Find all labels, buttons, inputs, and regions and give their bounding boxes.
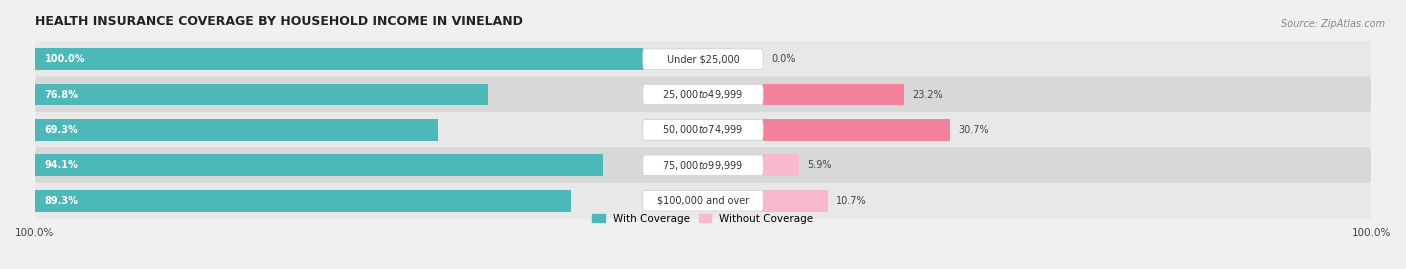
Bar: [35, 84, 488, 105]
Text: $50,000 to $74,999: $50,000 to $74,999: [662, 123, 744, 136]
Bar: [35, 119, 437, 141]
FancyBboxPatch shape: [643, 84, 763, 105]
Text: 5.9%: 5.9%: [807, 160, 831, 170]
Text: 30.7%: 30.7%: [957, 125, 988, 135]
Text: $100,000 and over: $100,000 and over: [657, 196, 749, 206]
FancyBboxPatch shape: [643, 120, 763, 140]
FancyBboxPatch shape: [35, 76, 1371, 112]
Bar: [35, 190, 571, 212]
FancyBboxPatch shape: [35, 41, 1371, 77]
Bar: [35, 48, 643, 70]
Text: 23.2%: 23.2%: [912, 90, 943, 100]
FancyBboxPatch shape: [35, 112, 1371, 148]
Text: 100.0%: 100.0%: [45, 54, 86, 64]
Text: Source: ZipAtlas.com: Source: ZipAtlas.com: [1281, 19, 1385, 29]
FancyBboxPatch shape: [35, 183, 1371, 219]
Text: 69.3%: 69.3%: [45, 125, 79, 135]
Bar: [763, 154, 799, 176]
Text: HEALTH INSURANCE COVERAGE BY HOUSEHOLD INCOME IN VINELAND: HEALTH INSURANCE COVERAGE BY HOUSEHOLD I…: [35, 15, 523, 28]
Text: Under $25,000: Under $25,000: [666, 54, 740, 64]
Text: 10.7%: 10.7%: [837, 196, 868, 206]
FancyBboxPatch shape: [643, 190, 763, 211]
Text: 89.3%: 89.3%: [45, 196, 79, 206]
Text: 76.8%: 76.8%: [45, 90, 79, 100]
Bar: [763, 190, 828, 212]
Text: $75,000 to $99,999: $75,000 to $99,999: [662, 159, 744, 172]
Bar: [35, 154, 603, 176]
Text: 94.1%: 94.1%: [45, 160, 79, 170]
FancyBboxPatch shape: [643, 155, 763, 176]
FancyBboxPatch shape: [643, 49, 763, 69]
Bar: [763, 84, 904, 105]
FancyBboxPatch shape: [35, 147, 1371, 183]
Bar: [763, 119, 950, 141]
Legend: With Coverage, Without Coverage: With Coverage, Without Coverage: [588, 210, 818, 228]
Text: $25,000 to $49,999: $25,000 to $49,999: [662, 88, 744, 101]
Text: 0.0%: 0.0%: [770, 54, 796, 64]
